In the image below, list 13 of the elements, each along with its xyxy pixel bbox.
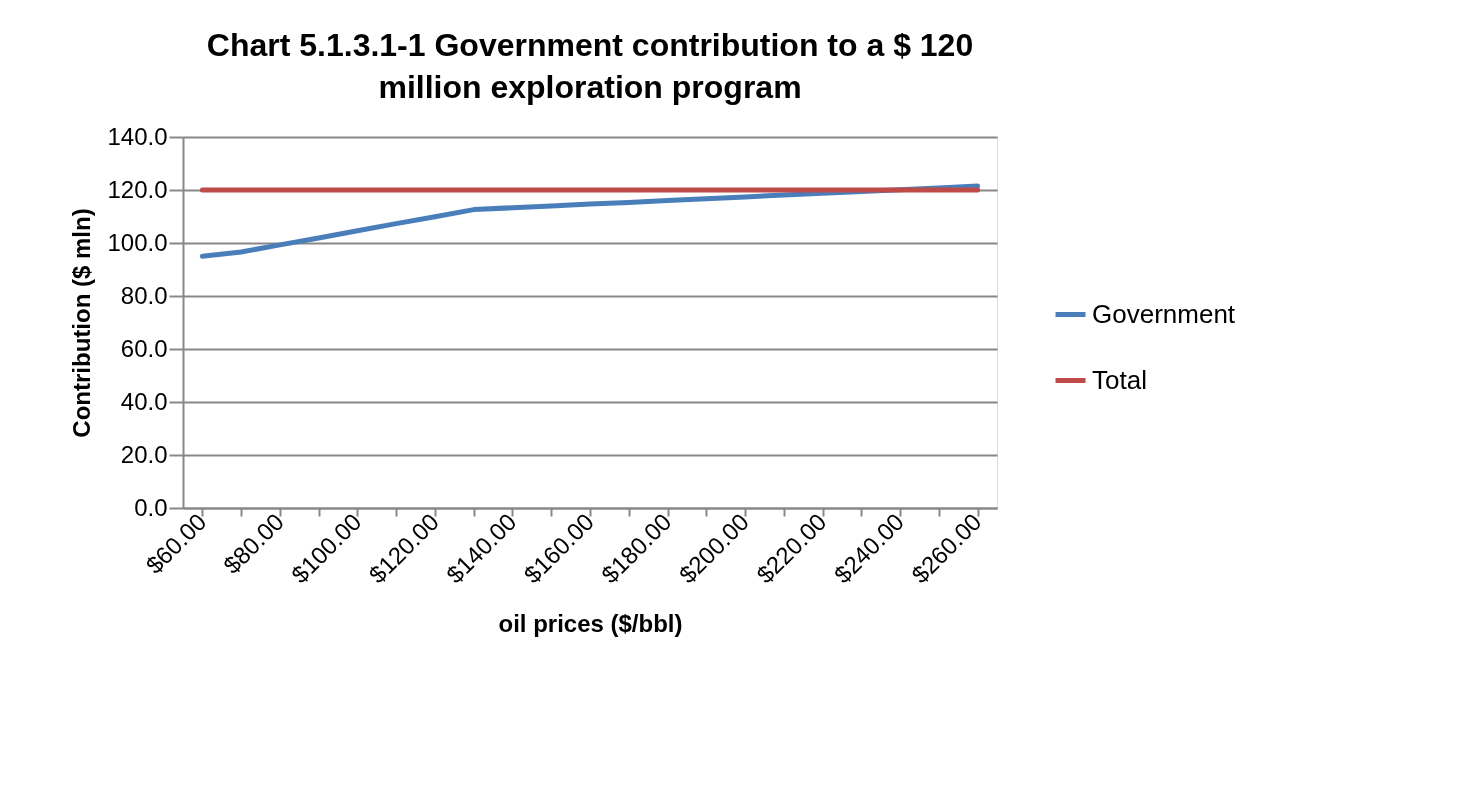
y-tick-label: 60.0 [120, 334, 168, 362]
chart-title: Chart 5.1.3.1-1 Government contribution to a $ 120 million exploration program [206, 27, 974, 105]
y-tick-label: 140.0 [107, 122, 168, 150]
y-tick-label: 120.0 [107, 175, 168, 203]
legend-label: Government [1092, 298, 1236, 329]
y-tick-label: 20.0 [120, 440, 168, 468]
legend-label: Total [1092, 364, 1147, 395]
y-axis-title: Contribution ($ mln) [68, 208, 96, 438]
x-axis-title: oil prices ($/bbl) [498, 610, 683, 638]
y-tick-label: 0.0 [134, 493, 168, 521]
y-tick-label: 100.0 [107, 228, 168, 256]
y-tick-label: 80.0 [120, 281, 168, 309]
y-tick-label: 40.0 [120, 387, 168, 415]
